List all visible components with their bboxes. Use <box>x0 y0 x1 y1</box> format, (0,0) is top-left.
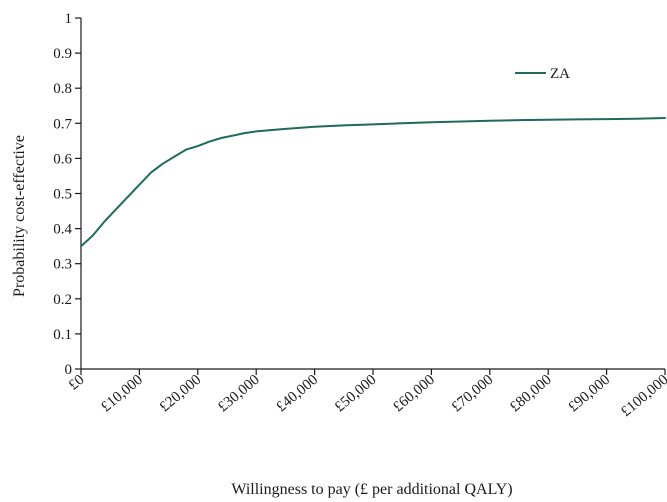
x-tick-label: £50,000 <box>332 372 380 416</box>
x-tick-label: £70,000 <box>449 372 497 416</box>
y-tick-label: 1 <box>65 11 73 27</box>
y-tick-label: 0.5 <box>53 187 72 203</box>
x-tick-label: £40,000 <box>274 372 322 416</box>
y-tick-label: 0.7 <box>53 116 72 132</box>
y-tick-label: 0.1 <box>53 327 72 343</box>
x-axis: £0 £10,000 £20,000 £30,000 £40,000 £50,000 £60… <box>66 368 667 420</box>
legend: ZA <box>515 66 570 82</box>
legend-label: ZA <box>550 66 570 82</box>
x-tick-label: £10,000 <box>98 372 146 416</box>
x-tick-label: £60,000 <box>390 372 438 416</box>
x-tick-label: £80,000 <box>507 372 555 416</box>
y-tick-label: 0.9 <box>53 46 72 62</box>
y-tick-label: 0 <box>65 362 73 378</box>
y-axis-title: Probability cost-effective <box>11 135 28 297</box>
y-tick-label: 0.6 <box>53 151 72 167</box>
x-tick-label: £100,000 <box>618 372 667 420</box>
x-tick-label: £90,000 <box>566 372 614 416</box>
x-tick-label: £20,000 <box>157 372 205 416</box>
y-tick-label: 0.4 <box>53 222 72 238</box>
y-tick-label: 0.3 <box>53 257 72 273</box>
y-tick-label: 0.2 <box>53 292 72 308</box>
x-tick-label: £30,000 <box>215 372 263 416</box>
series-line-za <box>80 117 666 248</box>
y-axis: 0 0.1 0.2 0.3 0.4 0.5 0.6 0.7 0.8 0.9 1 <box>53 11 82 378</box>
series-layer <box>80 117 666 248</box>
y-tick-label: 0.8 <box>53 81 72 97</box>
x-axis-title: Willingness to pay (£ per additional QAL… <box>231 481 512 498</box>
